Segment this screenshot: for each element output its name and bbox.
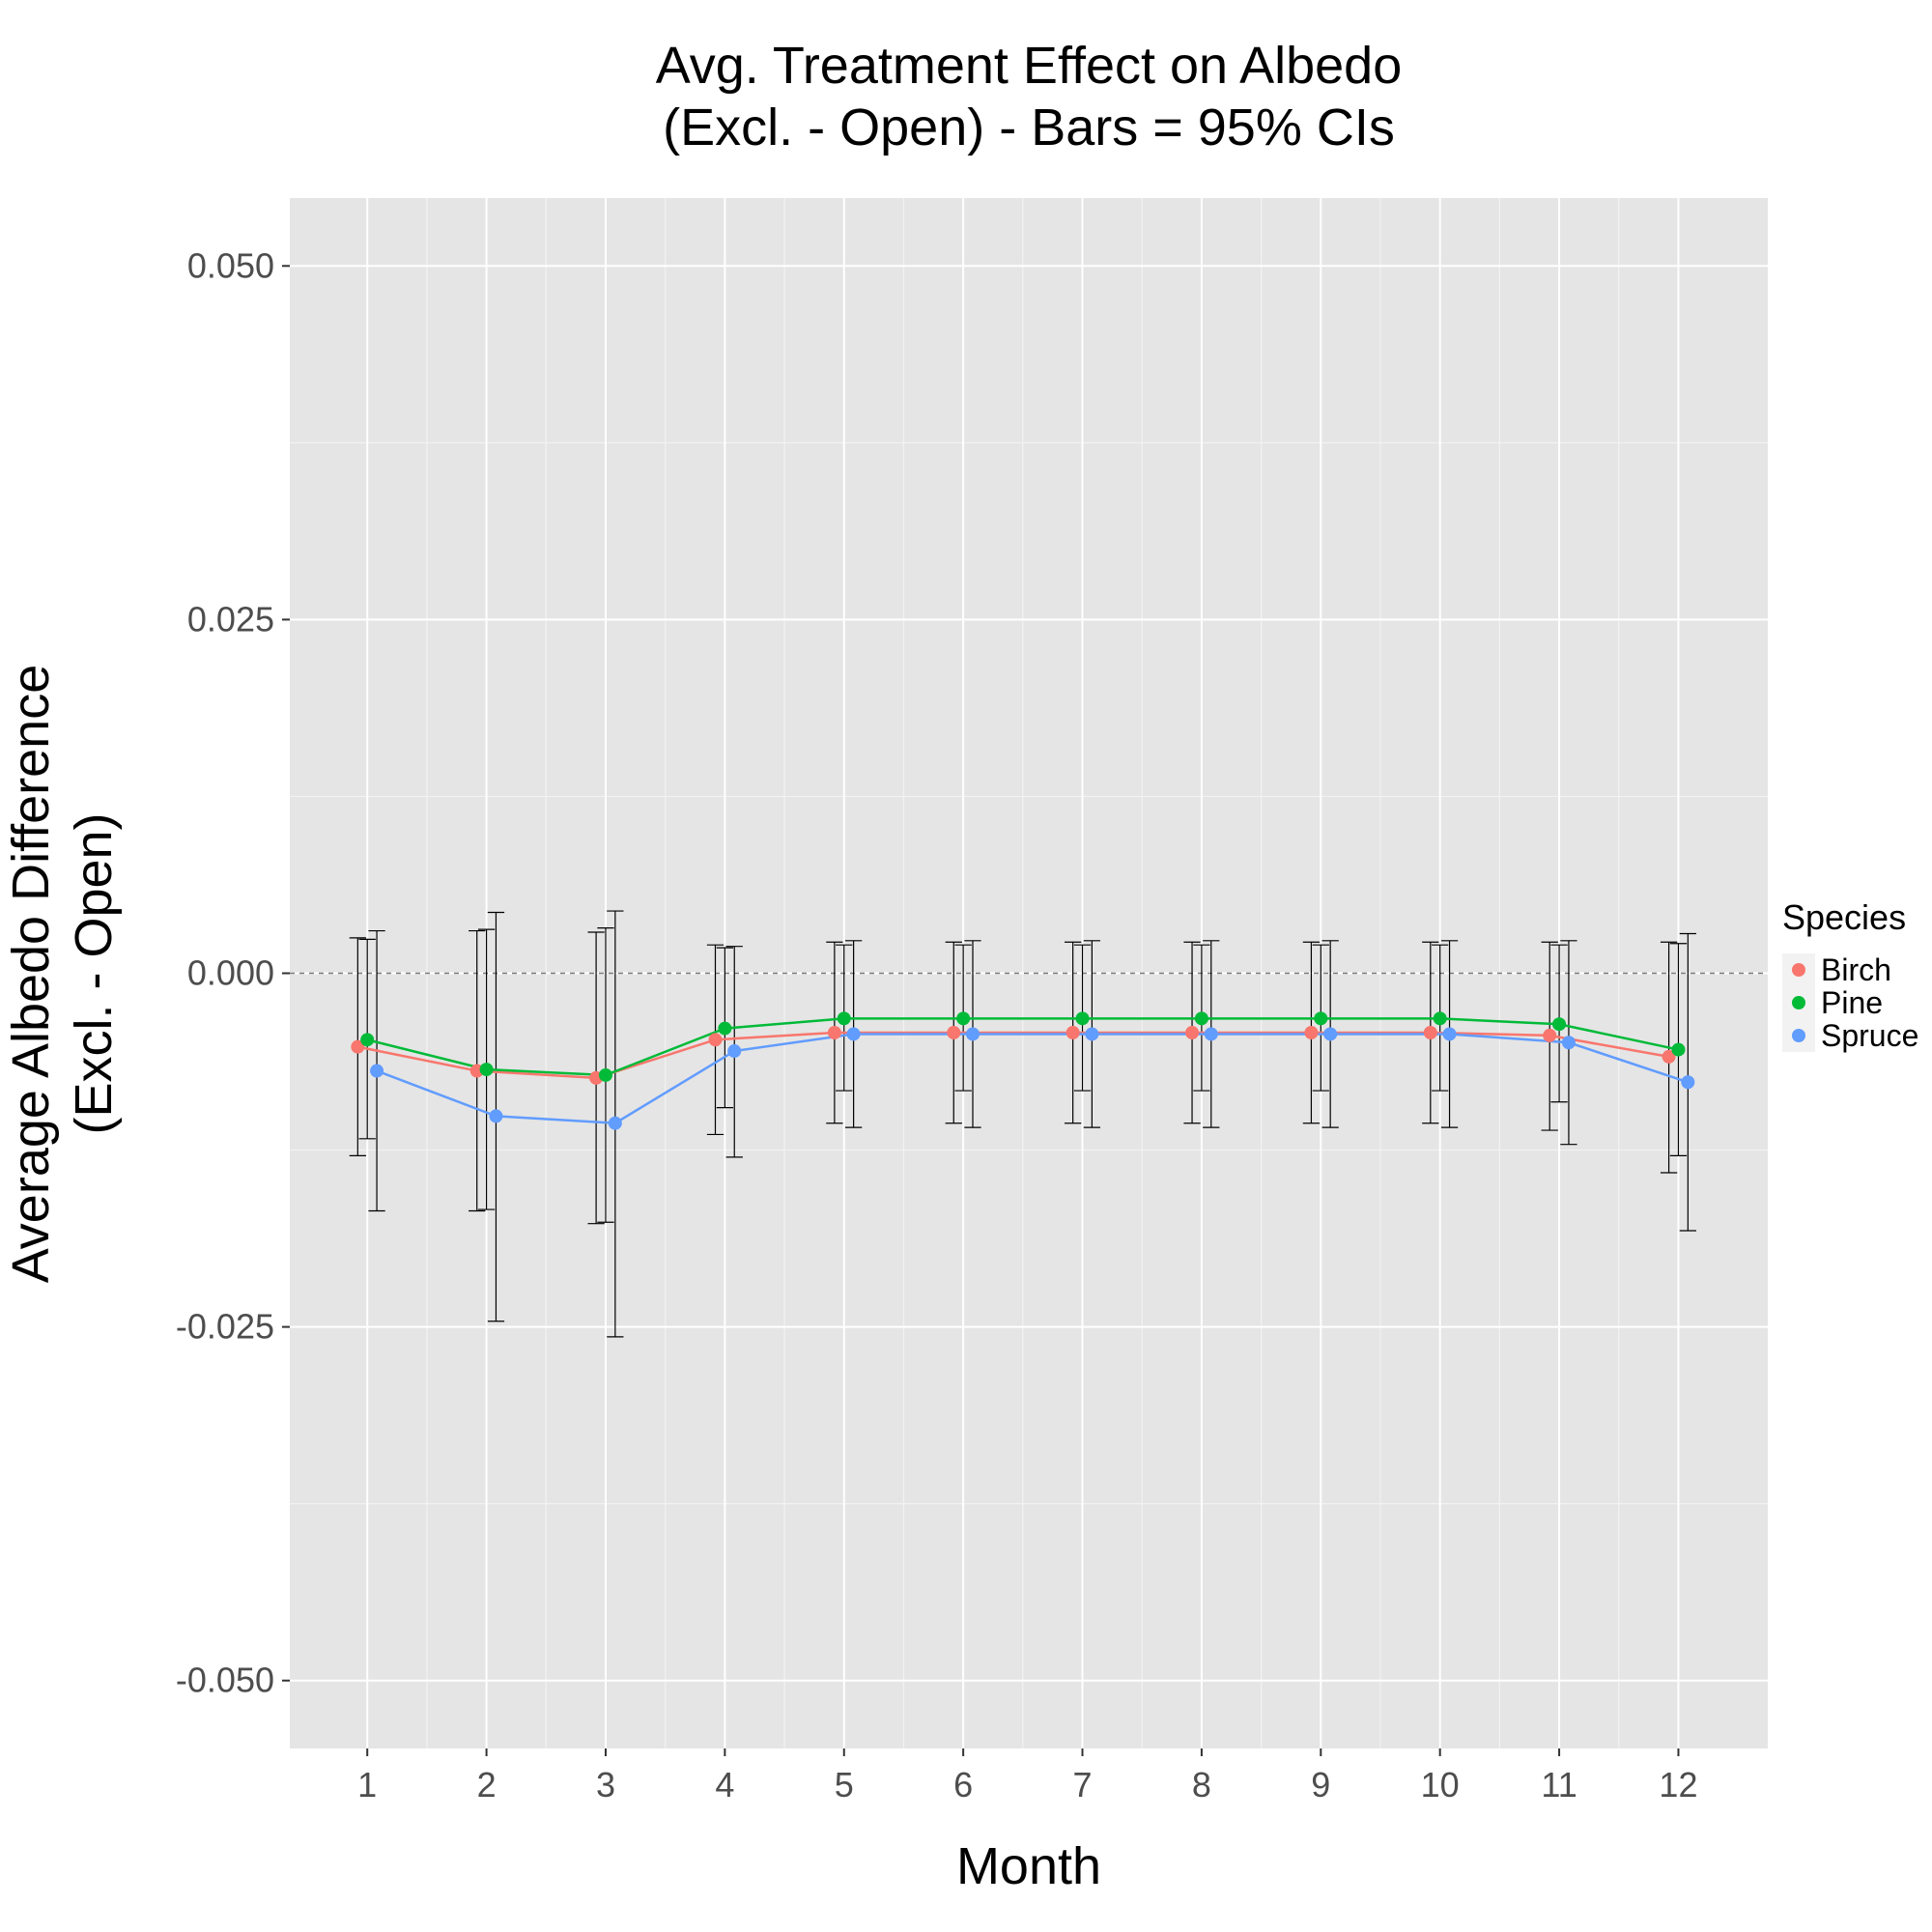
x-tick-label: 1 — [357, 1765, 377, 1804]
legend-title: Species — [1782, 897, 1906, 937]
y-tick-label: 0.050 — [187, 245, 274, 285]
data-point-birch — [827, 1026, 841, 1040]
legend-key-spruce — [1792, 1029, 1805, 1042]
x-tick-label: 11 — [1541, 1765, 1577, 1804]
data-point-birch — [947, 1026, 961, 1040]
data-point-spruce — [1442, 1027, 1457, 1041]
data-point-spruce — [1323, 1027, 1338, 1041]
legend-key-pine — [1792, 996, 1805, 1009]
data-point-birch — [1423, 1026, 1437, 1040]
y-tick-label: -0.050 — [176, 1661, 274, 1700]
x-tick-label: 6 — [953, 1765, 973, 1804]
data-point-spruce — [489, 1109, 503, 1123]
data-point-birch — [351, 1039, 365, 1054]
data-point-birch — [708, 1033, 723, 1047]
data-point-pine — [1314, 1011, 1328, 1026]
data-point-pine — [1433, 1011, 1447, 1026]
data-point-spruce — [1561, 1036, 1576, 1050]
data-point-pine — [360, 1033, 375, 1047]
data-point-birch — [1185, 1026, 1200, 1040]
x-tick-label: 2 — [477, 1765, 497, 1804]
x-tick-label: 3 — [596, 1765, 615, 1804]
data-point-pine — [1194, 1011, 1208, 1026]
data-point-spruce — [608, 1116, 622, 1130]
data-point-pine — [479, 1063, 494, 1077]
x-tick-label: 10 — [1421, 1765, 1460, 1804]
data-point-spruce — [966, 1027, 980, 1041]
y-tick-label: -0.025 — [176, 1307, 274, 1347]
legend-label-spruce: Spruce — [1821, 1018, 1918, 1053]
chart-title-line2: (Excl. - Open) - Bars = 95% CIs — [663, 99, 1395, 156]
data-point-spruce — [727, 1044, 742, 1059]
data-point-birch — [1304, 1026, 1319, 1040]
x-tick-label: 9 — [1311, 1765, 1330, 1804]
data-point-spruce — [1085, 1027, 1099, 1041]
x-axis-ticks: 1 2 3 4 5 6 7 8 9 10 11 12 — [357, 1748, 1697, 1804]
legend-label-birch: Birch — [1821, 952, 1891, 987]
y-axis-ticks: 0.050 0.025 0.000 -0.025 -0.050 — [176, 245, 290, 1700]
legend-label-pine: Pine — [1821, 985, 1883, 1020]
y-axis-title-line2: (Excl. - Open) — [65, 812, 123, 1134]
data-point-spruce — [370, 1064, 384, 1078]
x-tick-label: 5 — [835, 1765, 854, 1804]
data-point-pine — [1671, 1042, 1686, 1057]
data-point-spruce — [846, 1027, 861, 1041]
y-tick-label: 0.000 — [187, 953, 274, 993]
y-tick-label: 0.025 — [187, 599, 274, 639]
chart-title-line1: Avg. Treatment Effect on Albedo — [656, 37, 1403, 95]
data-point-birch — [1543, 1028, 1557, 1042]
x-tick-label: 4 — [715, 1765, 734, 1804]
data-point-pine — [598, 1067, 612, 1082]
data-point-birch — [1065, 1026, 1080, 1040]
series-points — [351, 1011, 1695, 1130]
x-axis-title: Month — [956, 1837, 1101, 1895]
data-point-pine — [1552, 1017, 1567, 1032]
data-point-pine — [956, 1011, 971, 1026]
legend-key-birch — [1792, 963, 1805, 977]
data-point-spruce — [1204, 1027, 1218, 1041]
data-point-pine — [718, 1021, 732, 1036]
series-line-pine — [366, 1017, 1679, 1077]
x-tick-label: 8 — [1192, 1765, 1211, 1804]
data-point-birch — [1662, 1049, 1676, 1064]
x-tick-label: 12 — [1659, 1765, 1697, 1804]
data-point-pine — [837, 1011, 851, 1026]
y-axis-title-line1: Average Albedo Difference — [2, 665, 60, 1283]
data-point-spruce — [1681, 1075, 1695, 1090]
data-point-pine — [1075, 1011, 1090, 1026]
series-line-spruce — [376, 1033, 1689, 1124]
x-tick-label: 7 — [1073, 1765, 1093, 1804]
